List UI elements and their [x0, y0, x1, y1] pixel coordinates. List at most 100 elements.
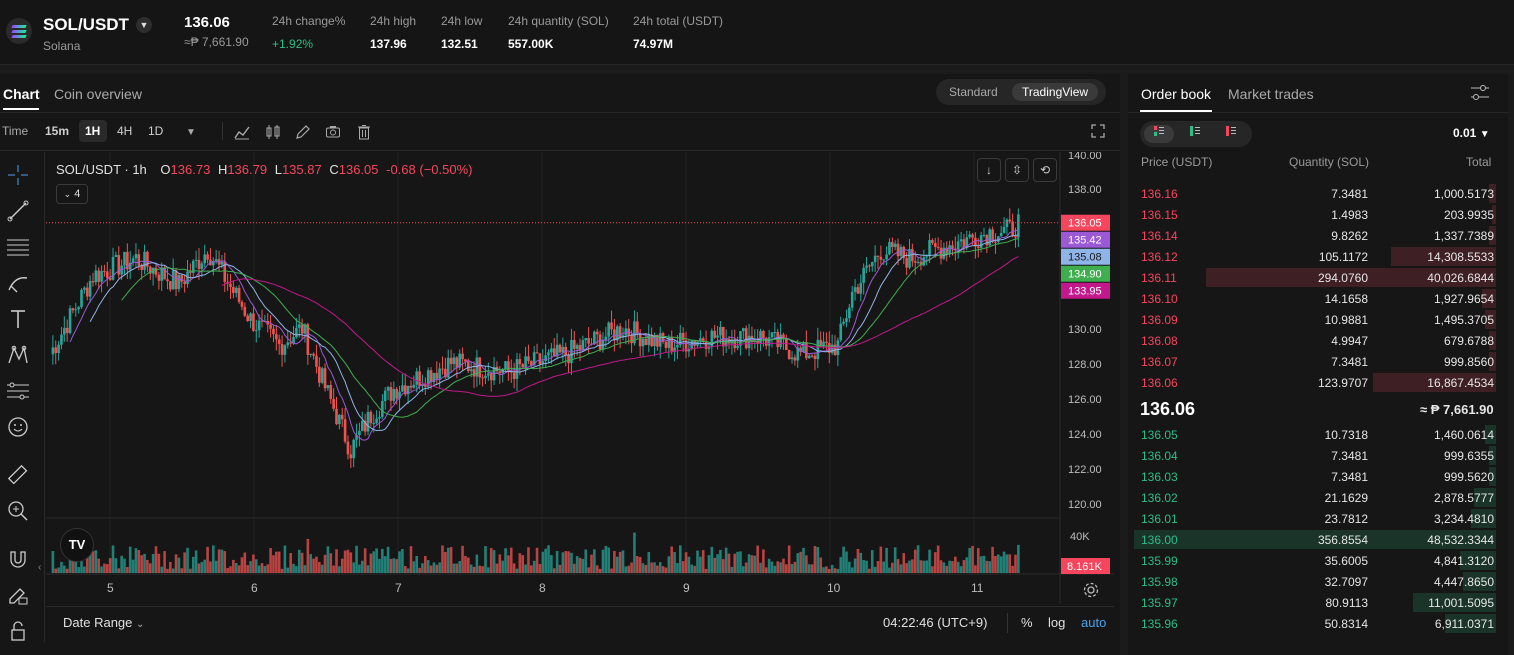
layout-both-icon[interactable]	[1144, 125, 1174, 143]
bid-row[interactable]: 136.00 356.8554 48,532.3344	[1134, 529, 1502, 550]
ask-row[interactable]: 136.09 10.9881 1,495.3705	[1134, 309, 1502, 330]
candle-body	[704, 341, 708, 349]
interval-4h[interactable]: 4H	[117, 124, 133, 138]
reset-view-icon[interactable]: ⟲	[1033, 158, 1057, 182]
candle-body	[670, 336, 674, 353]
bid-row[interactable]: 135.96 50.8314 6,911.0371	[1134, 613, 1502, 634]
bid-row[interactable]: 135.97 80.9113 11,001.5095	[1134, 592, 1502, 613]
bid-row[interactable]: 136.05 10.7318 1,460.0614	[1134, 424, 1502, 445]
prediction-tool-icon[interactable]	[4, 380, 32, 408]
horizontal-lines-icon[interactable]	[4, 236, 32, 264]
price-cell: 136.16	[1141, 187, 1178, 201]
volume-bar	[504, 548, 507, 573]
interval-15m[interactable]: 15m	[45, 124, 70, 138]
col-header-quantity: Quantity (SOL)	[1289, 155, 1370, 169]
pair-name[interactable]: SOL/USDT	[43, 15, 129, 34]
layout-asks-icon[interactable]	[1216, 125, 1246, 143]
chart-settings-gear-icon[interactable]	[1083, 582, 1099, 603]
ask-row[interactable]: 136.08 4.9947 679.6788	[1134, 330, 1502, 351]
clock-readout[interactable]: 04:22:46 (UTC+9)	[883, 615, 988, 630]
trend-line-icon[interactable]	[4, 200, 32, 228]
candle-body	[885, 254, 888, 260]
tradingview-button[interactable]: TradingView	[1012, 83, 1099, 101]
screenshot-camera-icon[interactable]	[325, 124, 341, 143]
tradingview-logo[interactable]: TV	[60, 528, 94, 562]
volume-bar	[435, 564, 439, 573]
bid-row[interactable]: 136.04 7.3481 999.6355	[1134, 445, 1502, 466]
volume-bar	[234, 562, 238, 573]
candle-body	[776, 332, 780, 348]
magnet-icon[interactable]	[4, 548, 32, 576]
moving-average-line	[221, 256, 1019, 397]
log-scale-toggle[interactable]: log	[1048, 615, 1066, 630]
interval-1h[interactable]: 1H	[85, 124, 101, 138]
volume-bar	[845, 551, 848, 573]
candle-body	[444, 368, 447, 378]
orderbook-settings-icon[interactable]	[1470, 84, 1490, 107]
trash-icon[interactable]	[356, 124, 372, 143]
ask-row[interactable]: 136.07 7.3481 999.8560	[1134, 351, 1502, 372]
volume-bar	[315, 556, 318, 573]
indicators-toggle[interactable]: ⌄ 4	[56, 184, 88, 204]
emoji-icon[interactable]	[4, 416, 32, 444]
scroll-latest-icon[interactable]: ↓	[977, 158, 1001, 182]
pattern-tool-icon[interactable]	[4, 344, 32, 372]
tab-market-trades[interactable]: Market trades	[1228, 86, 1314, 102]
collapse-icon[interactable]: ⇳	[1005, 158, 1029, 182]
auto-scale-toggle[interactable]: auto	[1081, 615, 1107, 630]
volume-bar	[131, 559, 135, 573]
unlock-icon[interactable]	[4, 620, 32, 648]
candle-body	[312, 353, 315, 356]
volume-bar	[974, 565, 977, 573]
ask-row[interactable]: 136.12 105.1172 14,308.5533	[1134, 246, 1502, 267]
interval-1d[interactable]: 1D	[148, 124, 164, 138]
fullscreen-icon[interactable]	[1091, 124, 1105, 141]
volume-bar	[148, 563, 152, 573]
volume-bar	[383, 556, 387, 573]
standard-view-button[interactable]: Standard	[949, 85, 998, 99]
total-cell: 1,000.5173	[1433, 187, 1494, 201]
bid-row[interactable]: 135.99 35.6005 4,841.3120	[1134, 550, 1502, 571]
depth-bar	[1372, 373, 1496, 392]
volume-bar	[724, 547, 728, 573]
percent-scale-toggle[interactable]: %	[1021, 615, 1033, 630]
collapse-toolbar-icon[interactable]: ‹	[38, 562, 42, 573]
price-tick-label: 130.00	[1068, 324, 1102, 336]
tab-coin-overview[interactable]: Coin overview	[54, 86, 142, 102]
ask-row[interactable]: 136.16 7.3481 1,000.5173	[1134, 183, 1502, 204]
ask-row[interactable]: 136.10 14.1658 1,927.9654	[1134, 288, 1502, 309]
moving-average-line	[121, 238, 1019, 418]
candlestick-chart[interactable]: 140.00 138.00 130.00 128.00 126.00 124.00 122.…	[46, 152, 1114, 604]
draw-pencil-icon[interactable]	[295, 124, 311, 143]
indicators-icon[interactable]	[234, 124, 250, 143]
ask-row[interactable]: 136.11 294.0760 40,026.6844	[1134, 267, 1502, 288]
ask-row[interactable]: 136.15 1.4983 203.9935	[1134, 204, 1502, 225]
quantity-cell: 50.8314	[1324, 617, 1368, 631]
precision-select[interactable]: 0.01 ▼	[1453, 126, 1490, 140]
tab-order-book[interactable]: Order book	[1141, 86, 1212, 102]
volume-bar	[212, 545, 215, 573]
bid-row[interactable]: 136.01 23.7812 3,234.4810	[1134, 508, 1502, 529]
crosshair-icon[interactable]	[4, 164, 32, 192]
volume-bar	[157, 553, 161, 573]
ask-row[interactable]: 136.14 9.8262 1,337.7389	[1134, 225, 1502, 246]
pair-dropdown-icon[interactable]: ▼	[136, 17, 152, 33]
bid-row[interactable]: 136.02 21.1629 2,878.5777	[1134, 487, 1502, 508]
lock-drawing-icon[interactable]	[4, 584, 32, 612]
layout-bids-icon[interactable]	[1180, 125, 1210, 143]
tab-chart[interactable]: Chart	[3, 86, 40, 102]
volume-bar	[848, 561, 851, 573]
chart-style-icon[interactable]	[265, 124, 281, 143]
candle-body	[908, 248, 911, 268]
bid-row[interactable]: 135.98 32.7097 4,447.8650	[1134, 571, 1502, 592]
text-tool-icon[interactable]	[4, 308, 32, 336]
candle-body	[297, 324, 301, 328]
volume-bar	[481, 566, 484, 573]
interval-dropdown-icon[interactable]: ▼	[186, 127, 196, 138]
brush-icon[interactable]	[4, 272, 32, 300]
date-range-button[interactable]: Date Range ⌄	[63, 615, 144, 630]
bid-row[interactable]: 136.03 7.3481 999.5620	[1134, 466, 1502, 487]
zoom-in-icon[interactable]	[4, 500, 32, 528]
ruler-icon[interactable]	[4, 464, 32, 492]
ask-row[interactable]: 136.06 123.9707 16,867.4534	[1134, 372, 1502, 393]
